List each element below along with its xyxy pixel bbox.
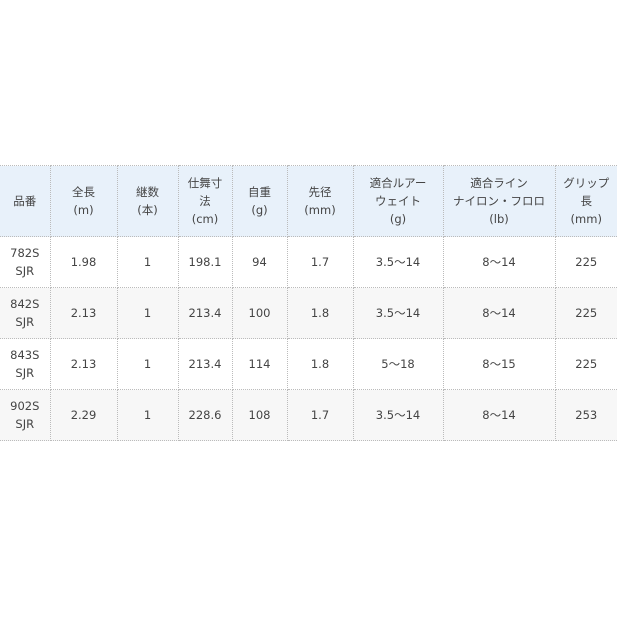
table-cell: 3.5～14: [352, 236, 444, 288]
table-cell: 2.29: [49, 389, 118, 441]
table-cell: 225: [554, 338, 617, 390]
table-cell: 114: [231, 338, 288, 390]
table-cell: 225: [554, 287, 617, 339]
table-cell: 108: [231, 389, 288, 441]
column-header: 適合ライン ナイロン・フロロ (lb): [442, 165, 556, 237]
table-row: 843S SJR 2.13 1 213.4 114 1.8 5～18 8～15 225: [0, 338, 617, 390]
table-cell: 1: [116, 389, 179, 441]
table-cell: 1.8: [286, 338, 354, 390]
column-header: 仕舞寸 法 (cm): [177, 165, 233, 237]
table-cell: 100: [231, 287, 288, 339]
table-cell: 5～18: [352, 338, 444, 390]
spec-table: 品番 全長 (m) 継数 (本) 仕舞寸 法 (cm) 自重 (g) 先径 (mm) 適合ル…: [0, 165, 617, 441]
table-cell: 1: [116, 287, 179, 339]
column-header: 継数 (本): [116, 165, 179, 237]
table-cell: 1.7: [286, 236, 354, 288]
table-cell: 94: [231, 236, 288, 288]
column-header: 全長 (m): [49, 165, 118, 237]
table-cell: 1: [116, 236, 179, 288]
table-cell: 8～14: [442, 236, 556, 288]
table-cell: 1.98: [49, 236, 118, 288]
table-cell: 225: [554, 236, 617, 288]
table-cell: 1.7: [286, 389, 354, 441]
table-cell: 8～14: [442, 389, 556, 441]
column-header: 先径 (mm): [286, 165, 354, 237]
column-header: グリップ 長 (mm): [554, 165, 617, 237]
table-cell: 3.5～14: [352, 389, 444, 441]
table-cell: 8～14: [442, 287, 556, 339]
table-cell: 198.1: [177, 236, 233, 288]
table-row: 782S SJR 1.98 1 198.1 94 1.7 3.5～14 8～14 225: [0, 236, 617, 288]
table-cell: 253: [554, 389, 617, 441]
table-cell: 8～15: [442, 338, 556, 390]
table-cell: 843S SJR: [0, 338, 51, 390]
table-cell: 3.5～14: [352, 287, 444, 339]
table-cell: 1: [116, 338, 179, 390]
column-header: 適合ルアー ウェイト (g): [352, 165, 444, 237]
table-cell: 2.13: [49, 287, 118, 339]
table-row: 842S SJR 2.13 1 213.4 100 1.8 3.5～14 8～14 225: [0, 287, 617, 339]
table-cell: 2.13: [49, 338, 118, 390]
table-cell: 782S SJR: [0, 236, 51, 288]
column-header: 品番: [0, 165, 51, 237]
table-row: 902S SJR 2.29 1 228.6 108 1.7 3.5～14 8～14 253: [0, 389, 617, 441]
table-cell: 842S SJR: [0, 287, 51, 339]
table-cell: 213.4: [177, 338, 233, 390]
table-cell: 1.8: [286, 287, 354, 339]
column-header: 自重 (g): [231, 165, 288, 237]
table-cell: 902S SJR: [0, 389, 51, 441]
table-cell: 213.4: [177, 287, 233, 339]
header-row: 品番 全長 (m) 継数 (本) 仕舞寸 法 (cm) 自重 (g) 先径 (mm) 適合ル…: [0, 165, 617, 237]
table-cell: 228.6: [177, 389, 233, 441]
